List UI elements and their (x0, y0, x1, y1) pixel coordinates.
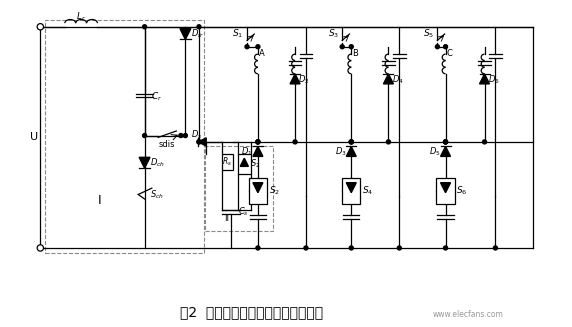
Text: B: B (352, 49, 358, 59)
Circle shape (349, 140, 353, 144)
Bar (249, 178, 267, 203)
Circle shape (293, 140, 297, 144)
Circle shape (142, 133, 146, 138)
Text: $D_1$: $D_1$ (241, 146, 253, 158)
Bar (205, 146, 273, 231)
Polygon shape (253, 183, 263, 193)
Text: $S_4$: $S_4$ (362, 185, 374, 197)
Polygon shape (139, 157, 150, 168)
Circle shape (197, 140, 201, 144)
Circle shape (443, 140, 447, 144)
Bar (221, 154, 232, 170)
Text: $S_2$: $S_2$ (269, 185, 280, 197)
Polygon shape (440, 146, 451, 156)
Text: $D_{fr}$: $D_{fr}$ (192, 28, 205, 40)
Text: II: II (225, 215, 229, 223)
Circle shape (197, 25, 201, 29)
Text: $C_s$: $C_s$ (238, 205, 249, 218)
Text: C: C (446, 49, 452, 59)
Text: $L_r$: $L_r$ (76, 10, 86, 23)
Text: $D_6$: $D_6$ (488, 73, 499, 86)
Polygon shape (479, 74, 490, 84)
Polygon shape (180, 28, 191, 40)
Text: $S_{ch}$: $S_{ch}$ (150, 188, 164, 201)
Text: sdis: sdis (159, 140, 176, 149)
Text: $D_3$: $D_3$ (335, 146, 346, 158)
Polygon shape (198, 138, 206, 146)
Circle shape (256, 140, 260, 144)
Polygon shape (346, 146, 356, 156)
Text: I: I (97, 194, 101, 207)
Text: U: U (30, 132, 38, 142)
Circle shape (443, 45, 447, 49)
Text: $S_5$: $S_5$ (423, 28, 434, 40)
Circle shape (349, 140, 353, 144)
Circle shape (245, 45, 249, 49)
Circle shape (197, 140, 201, 144)
Text: $S_2$: $S_2$ (250, 157, 260, 170)
Polygon shape (440, 183, 451, 193)
Text: $D_s$: $D_s$ (192, 129, 203, 141)
Circle shape (340, 45, 344, 49)
Text: A: A (259, 49, 264, 59)
Text: www.elecfans.com: www.elecfans.com (432, 310, 503, 319)
Circle shape (256, 45, 260, 49)
Circle shape (304, 246, 308, 250)
Circle shape (387, 140, 391, 144)
Circle shape (256, 140, 260, 144)
Polygon shape (253, 146, 263, 156)
Bar (436, 178, 455, 203)
Text: $R_s$: $R_s$ (222, 156, 232, 168)
Bar (342, 178, 360, 203)
Circle shape (179, 133, 183, 138)
Circle shape (483, 140, 487, 144)
Circle shape (443, 246, 447, 250)
Polygon shape (240, 158, 248, 166)
Bar (45, 20, 204, 253)
Text: $D_{ch}$: $D_{ch}$ (150, 157, 165, 169)
Text: $D_5$: $D_5$ (429, 146, 440, 158)
Circle shape (435, 45, 439, 49)
Circle shape (142, 25, 146, 29)
Text: $S_6$: $S_6$ (456, 185, 467, 197)
Text: $D_2$: $D_2$ (299, 73, 310, 86)
Circle shape (37, 245, 43, 251)
Circle shape (443, 140, 447, 144)
Circle shape (398, 246, 402, 250)
Circle shape (349, 45, 353, 49)
Polygon shape (346, 183, 356, 193)
Text: $D_4$: $D_4$ (392, 73, 403, 86)
Text: 图2  新型功率变换器主电路拓扑结构: 图2 新型功率变换器主电路拓扑结构 (180, 305, 323, 319)
Circle shape (256, 140, 260, 144)
Circle shape (443, 140, 447, 144)
Circle shape (37, 24, 43, 30)
Circle shape (494, 246, 498, 250)
Text: $S_1$: $S_1$ (232, 28, 244, 40)
Circle shape (349, 246, 353, 250)
Circle shape (349, 140, 353, 144)
Text: $S_3$: $S_3$ (328, 28, 339, 40)
Circle shape (184, 133, 188, 138)
Polygon shape (383, 74, 394, 84)
Circle shape (256, 246, 260, 250)
Text: $C_r$: $C_r$ (151, 90, 162, 103)
Bar (238, 154, 251, 174)
Polygon shape (290, 74, 300, 84)
